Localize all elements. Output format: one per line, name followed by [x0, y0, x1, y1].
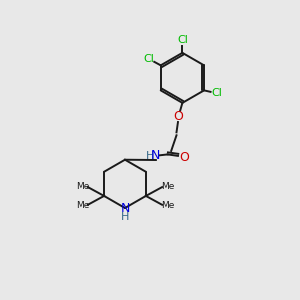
- Text: Cl: Cl: [143, 54, 155, 64]
- Text: Me: Me: [76, 182, 89, 191]
- Text: H: H: [146, 151, 154, 161]
- Text: Me: Me: [76, 201, 89, 210]
- Text: N: N: [120, 202, 130, 214]
- Text: O: O: [173, 110, 183, 123]
- Text: Cl: Cl: [177, 35, 188, 46]
- Text: Cl: Cl: [211, 88, 222, 98]
- Text: Me: Me: [161, 201, 174, 210]
- Text: O: O: [179, 151, 189, 164]
- Text: H: H: [121, 212, 129, 222]
- Text: Me: Me: [161, 182, 174, 191]
- Text: N: N: [151, 149, 160, 162]
